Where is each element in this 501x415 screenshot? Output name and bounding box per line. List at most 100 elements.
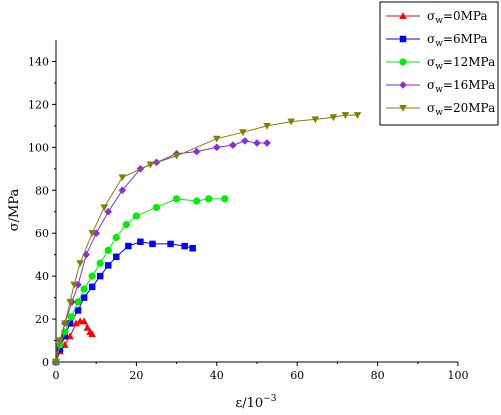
data-point [189,244,196,252]
legend-value: =20MPa [443,101,495,115]
data-point [125,242,132,250]
series-line [55,198,225,363]
data-point [181,242,188,250]
data-point [104,207,113,216]
data-point [113,253,120,261]
x-tick-label: 100 [448,369,469,382]
data-point [67,313,75,321]
legend-subscript: w [435,16,443,26]
legend-item: σw=12MPa [386,55,495,72]
data-point [66,298,74,306]
data-point [205,195,213,203]
data-point [241,137,249,145]
data-point [52,358,60,366]
y-tick-label: 120 [28,98,49,111]
data-point [253,139,261,147]
legend-symbol: σ [427,55,435,69]
legend-marker [399,35,407,43]
y-tick-label: 60 [35,227,49,240]
data-point [66,320,74,327]
legend-value: =0MPa [443,9,488,23]
data-point [132,212,141,220]
legend-item: σw=0MPa [386,9,488,26]
legend-value: =6MPa [443,32,488,46]
legend-item: σw=6MPa [386,32,488,49]
legend-box [379,1,499,126]
y-tick-label: 20 [35,313,49,326]
x-tick-label: 20 [129,369,143,382]
legend-item: σw=20MPa [386,101,495,118]
data-point [172,195,181,203]
data-point [152,203,161,212]
data-point [83,323,92,331]
data-point [56,345,64,353]
legend-marker [399,58,407,66]
data-point [80,317,88,325]
legend-label: σw=16MPa [427,78,495,95]
series-layer [52,112,362,366]
legend-value: =12MPa [443,55,495,69]
data-point [92,229,100,237]
x-tick-label: 80 [371,369,385,382]
legend-subscript: w [435,62,443,72]
data-point [167,240,174,248]
data-point [61,333,69,340]
data-point [122,221,130,229]
data-point [56,341,64,349]
legend-symbol: σ [427,32,435,46]
data-point [100,204,109,212]
legend-item: σw=16MPa [386,78,495,95]
data-point [229,141,237,149]
data-point [137,238,144,246]
data-point [105,262,112,269]
data-point [263,139,271,147]
data-point [112,233,120,242]
x-axis-title: ε/10−3 [236,394,277,411]
data-point [88,283,96,291]
data-point [263,122,271,130]
data-point [56,337,64,345]
legend-symbol: σ [427,9,435,23]
y-axis-title: σ/MPa [7,189,22,232]
y-tick-label: 80 [35,184,49,197]
x-axis-title-base: ε/10 [236,396,264,411]
data-point [76,260,84,268]
data-point [80,294,88,301]
legend-subscript: w [435,85,443,95]
legend-label: σw=6MPa [427,32,488,49]
x-tick-label: 40 [210,369,224,382]
data-point [146,161,155,169]
x-tick-label: 0 [53,369,60,382]
y-tick-label: 100 [28,141,49,154]
series-2 [52,195,229,366]
data-point [287,118,295,126]
data-point [311,116,320,124]
legend-label: σw=0MPa [427,9,488,26]
y-tick-label: 40 [35,270,49,283]
data-point [88,330,96,338]
legend-value: =16MPa [443,78,495,92]
data-point [149,240,156,248]
legend-marker [399,104,407,112]
legend-subscript: w [435,39,443,49]
data-point [192,147,201,156]
data-point [74,298,82,306]
data-point [341,112,350,119]
legend-label: σw=20MPa [427,101,495,118]
y-tick-label: 140 [28,55,49,68]
data-point [96,272,104,280]
x-axis-title-exponent: −3 [263,394,277,404]
data-point [80,285,88,293]
x-tick-label: 60 [290,369,304,382]
data-point [213,143,221,152]
legend-symbol: σ [427,78,435,92]
data-point [96,259,104,267]
series-4 [52,112,362,366]
data-point [353,112,362,119]
legend-label: σw=12MPa [427,55,495,72]
data-point [88,230,96,237]
axes: 0 20 40 60 80 100 120 140 0 20 40 60 80 100 [28,40,469,382]
data-point [104,246,112,254]
data-point [213,135,221,143]
